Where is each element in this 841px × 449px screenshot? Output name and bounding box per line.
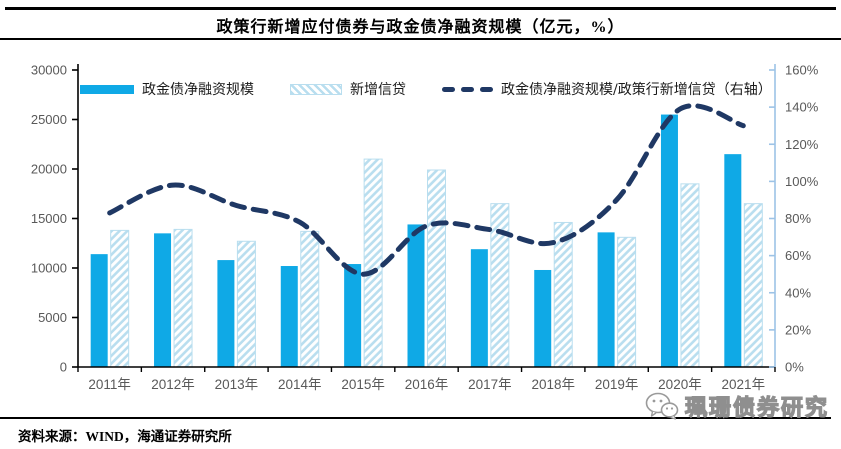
- bar-solid-2016年: [407, 224, 425, 367]
- footer-divider: [0, 417, 831, 419]
- x-axis-tick-label: 2019年: [595, 377, 639, 392]
- left-axis-tick-label: 20000: [31, 162, 67, 177]
- bar-solid-2015年: [344, 264, 362, 367]
- x-axis-tick-label: 2015年: [341, 377, 385, 392]
- wechat-icon: [645, 392, 679, 420]
- bar-hatched-2020年: [680, 183, 700, 368]
- right-axis-tick-label: 160%: [785, 63, 819, 78]
- right-axis-tick-label: 140%: [785, 100, 819, 115]
- right-axis-tick-label: 120%: [785, 137, 819, 152]
- watermark-text: 珮珊债券研究: [684, 394, 829, 420]
- legend-label: 政金债净融资规模/政策行新增信贷（右轴）: [501, 82, 772, 98]
- left-axis-tick-label: 5000: [38, 310, 67, 325]
- bar-solid-2021年: [724, 154, 742, 367]
- bar-hatched-2016年: [427, 169, 446, 368]
- bar-solid-2018年: [534, 269, 552, 367]
- left-axis-tick-label: 25000: [31, 112, 67, 127]
- left-axis-tick-label: 30000: [31, 63, 67, 78]
- right-axis-tick-label: 60%: [785, 248, 811, 263]
- right-axis-tick-label: 80%: [785, 211, 811, 226]
- bar-hatched-2014年: [300, 230, 320, 368]
- legend-item-new-credit: 新增信贷: [290, 79, 406, 99]
- watermark: 珮珊债券研究: [645, 390, 829, 422]
- left-axis-tick-label: 0: [60, 360, 67, 375]
- x-axis-tick-label: 2021年: [722, 377, 766, 392]
- bar-solid-2019年: [597, 232, 615, 367]
- bar-solid-2012年: [154, 233, 172, 367]
- dashed-line-swatch-icon: [442, 86, 493, 92]
- x-axis-tick-label: 2011年: [88, 377, 131, 392]
- bar-solid-2017年: [470, 249, 488, 367]
- title-divider: [0, 38, 841, 40]
- chart-plot-area: 0 5000 10000 15000 20000 25000 30000 0% 20% 40% 60…: [31, 63, 819, 393]
- chart-title: 政策行新增应付债券与政金债净融资规模（亿元，%）: [216, 19, 625, 36]
- bar-solid-2013年: [217, 260, 235, 367]
- legend-label: 政金债净融资规模: [142, 82, 254, 98]
- ratio-dashed-line: [107, 103, 746, 277]
- x-axis-tick-label: 2018年: [531, 377, 575, 392]
- legend-label: 新增信贷: [350, 82, 406, 98]
- solid-bar-swatch-icon: [80, 84, 134, 94]
- source-note: 资料来源：WIND，海通证券研究所: [18, 429, 232, 444]
- top-divider: [5, 7, 836, 10]
- x-axis-tick-label: 2014年: [278, 377, 322, 392]
- right-axis-tick-label: 0%: [785, 360, 804, 375]
- bar-hatched-2018年: [553, 221, 573, 368]
- left-axis-tick-label: 10000: [31, 261, 67, 276]
- bar-hatched-2021年: [743, 203, 763, 368]
- x-axis-tick-label: 2012年: [151, 377, 195, 392]
- bar-solid-2014年: [280, 266, 298, 367]
- x-axis-tick-label: 2017年: [468, 377, 512, 392]
- right-axis-tick-label: 100%: [785, 174, 819, 189]
- bar-hatched-2012年: [173, 228, 193, 368]
- hatched-bar-swatch-icon: [290, 83, 342, 95]
- x-axis-tick-label: 2013年: [215, 377, 259, 392]
- bar-hatched-2011年: [110, 229, 130, 368]
- bar-hatched-2019年: [617, 236, 637, 368]
- bar-solid-2020年: [660, 114, 678, 367]
- legend-item-ratio: 政金债净融资规模/政策行新增信贷（右轴）: [442, 79, 772, 99]
- chart-legend: 政金债净融资规模 新增信贷 政金债净融资规模/政策行新增信贷（右轴）: [80, 79, 772, 99]
- x-axis-tick-label: 2020年: [658, 377, 702, 392]
- left-axis-tick-label: 15000: [31, 211, 67, 226]
- bar-hatched-2013年: [236, 240, 256, 368]
- bar-solid-2011年: [90, 254, 108, 367]
- bar-hatched-2015年: [363, 158, 383, 368]
- right-axis-tick-label: 40%: [785, 285, 811, 300]
- right-axis-tick-label: 20%: [785, 322, 811, 337]
- x-axis-tick-label: 2016年: [405, 377, 449, 392]
- bar-hatched-2017年: [490, 203, 510, 368]
- legend-item-net-financing: 政金债净融资规模: [80, 79, 254, 99]
